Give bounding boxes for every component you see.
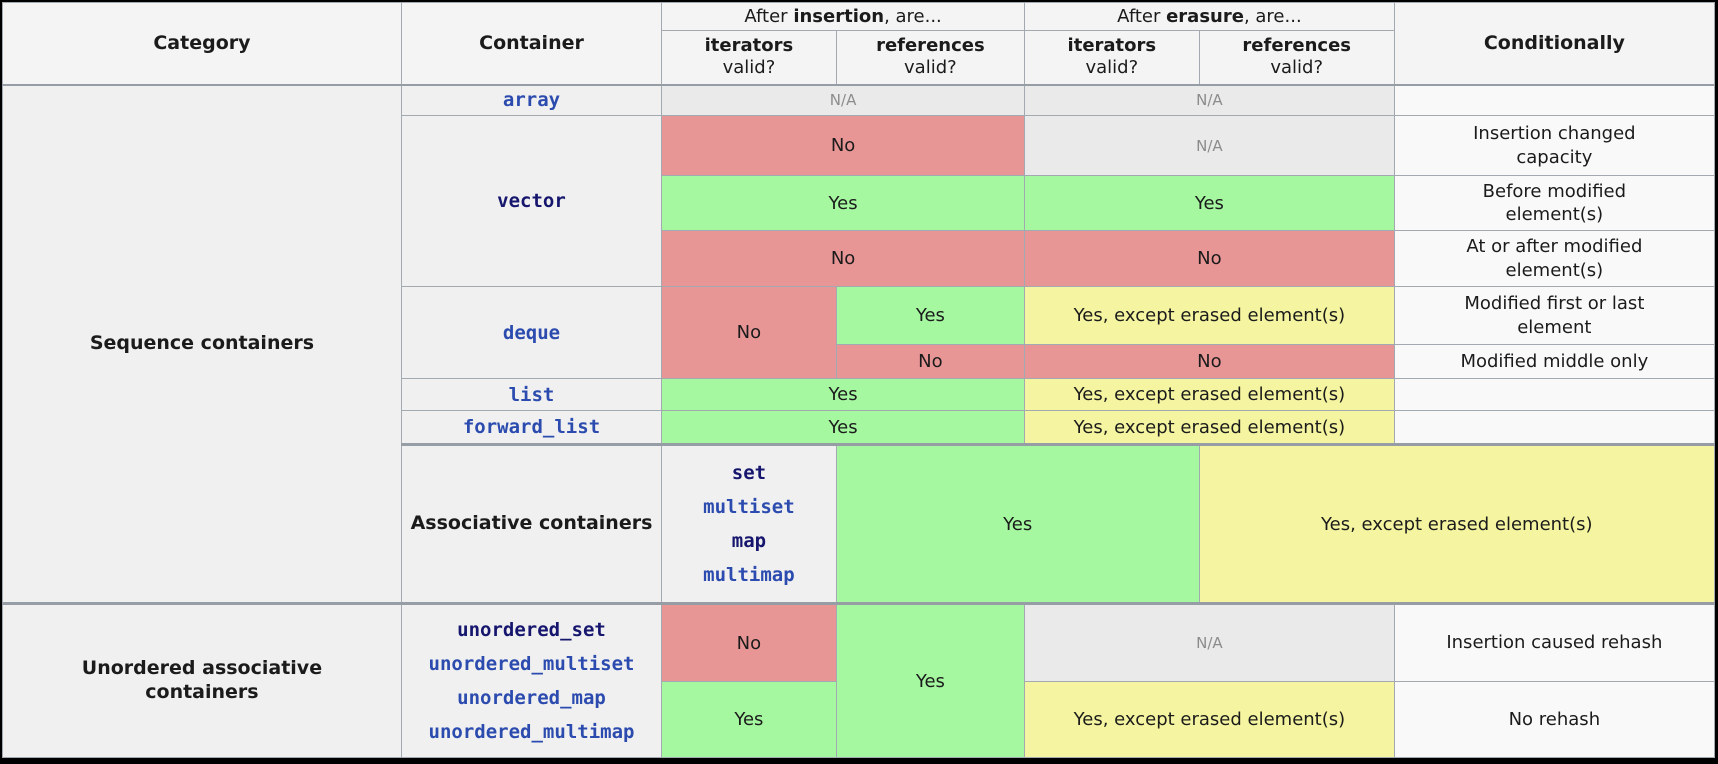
link-unordered-map[interactable]: unordered_map: [408, 681, 655, 715]
after-erasure-suffix: , are...: [1244, 6, 1302, 27]
deque-firstlast-insertion-references-status: Yes: [836, 287, 1024, 345]
vector-before-conditionally: Before modified element(s): [1394, 176, 1714, 231]
unordered-rehash-erasure-status: N/A: [1025, 604, 1395, 682]
unordered-rehash-insertion-iterators-status: No: [662, 604, 837, 682]
deque-firstlast-conditionally: Modified first or last element: [1394, 287, 1714, 345]
container-cell-unordered: unordered_set unordered_multiset unorder…: [401, 604, 661, 758]
category-label: Sequence containers: [37, 332, 367, 356]
link-set[interactable]: set: [668, 456, 830, 490]
category-cell-associative: Associative containers: [401, 445, 661, 604]
conditionally-text: Modified middle only: [1442, 350, 1667, 373]
deque-insertion-iterators-status: No: [662, 287, 837, 379]
array-erasure-status: N/A: [1025, 85, 1395, 116]
conditionally-text: No rehash: [1442, 708, 1667, 731]
container-cell-forward-list: forward_list: [401, 411, 661, 445]
deque-middle-erasure-status: No: [1025, 345, 1395, 379]
vector-capacity-erasure-status: N/A: [1025, 116, 1395, 176]
link-unordered-set[interactable]: unordered_set: [408, 613, 655, 647]
container-cell-list: list: [401, 379, 661, 411]
valid-label: valid?: [723, 57, 776, 78]
container-cell-deque: deque: [401, 287, 661, 379]
vector-capacity-insertion-status: No: [662, 116, 1025, 176]
forward-list-conditionally: [1394, 411, 1714, 445]
list-insertion-status: Yes: [662, 379, 1025, 411]
vector-before-insertion-status: Yes: [662, 176, 1025, 231]
header-category: Category: [3, 3, 402, 85]
list-conditionally: [1394, 379, 1714, 411]
header-after-insertion: After insertion, are...: [662, 3, 1025, 31]
forward-list-erasure-status: Yes, except erased element(s): [1025, 411, 1395, 445]
valid-label: valid?: [904, 57, 957, 78]
category-cell-unordered: Unordered associative containers: [3, 604, 402, 758]
link-array[interactable]: array: [503, 89, 560, 111]
link-multimap[interactable]: multimap: [668, 558, 830, 592]
after-insertion-prefix: After: [744, 6, 793, 27]
table-row: Unordered associative containers unorder…: [3, 604, 1715, 682]
link-map[interactable]: map: [668, 524, 830, 558]
deque-middle-insertion-references-status: No: [836, 345, 1024, 379]
vector-after-conditionally: At or after modified element(s): [1394, 231, 1714, 287]
conditionally-text: Insertion caused rehash: [1442, 631, 1667, 654]
array-insertion-status: N/A: [662, 85, 1025, 116]
conditionally-text: Before modified element(s): [1442, 180, 1667, 227]
container-cell-array: array: [401, 85, 661, 116]
link-multiset[interactable]: multiset: [668, 490, 830, 524]
references-label: references: [876, 35, 985, 56]
array-conditionally: [1394, 85, 1714, 116]
header-conditionally: Conditionally: [1394, 3, 1714, 85]
link-unordered-multiset[interactable]: unordered_multiset: [408, 647, 655, 681]
category-label: Associative containers: [408, 512, 655, 536]
deque-middle-conditionally: Modified middle only: [1394, 345, 1714, 379]
header-row-groups: Category Container After insertion, are.…: [3, 3, 1715, 31]
unordered-rehash-conditionally: Insertion caused rehash: [1394, 604, 1714, 682]
conditionally-text: Insertion changed capacity: [1442, 122, 1667, 169]
after-erasure-prefix: After: [1117, 6, 1166, 27]
vector-before-erasure-status: Yes: [1025, 176, 1395, 231]
after-insertion-suffix: , are...: [884, 6, 942, 27]
link-deque[interactable]: deque: [503, 322, 560, 344]
associative-erasure-status: Yes, except erased element(s): [1199, 445, 1714, 604]
header-after-erasure: After erasure, are...: [1025, 3, 1395, 31]
references-label: references: [1242, 35, 1351, 56]
unordered-norehash-erasure-status: Yes, except erased element(s): [1025, 682, 1395, 758]
vector-after-erasure-status: No: [1025, 231, 1395, 287]
category-cell-sequence: Sequence containers: [3, 85, 402, 604]
valid-label: valid?: [1086, 57, 1139, 78]
header-container: Container: [401, 3, 661, 85]
container-cell-vector: vector: [401, 116, 661, 287]
associative-insertion-status: Yes: [836, 445, 1199, 604]
conditionally-text: At or after modified element(s): [1442, 235, 1667, 282]
vector-after-insertion-status: No: [662, 231, 1025, 287]
unordered-norehash-conditionally: No rehash: [1394, 682, 1714, 758]
link-list[interactable]: list: [509, 384, 555, 406]
iterators-label: iterators: [705, 35, 794, 56]
link-vector[interactable]: vector: [497, 190, 566, 212]
after-insertion-bold: insertion: [793, 6, 884, 27]
iterators-label: iterators: [1068, 35, 1157, 56]
vector-capacity-conditionally: Insertion changed capacity: [1394, 116, 1714, 176]
conditionally-text: Modified first or last element: [1442, 292, 1667, 339]
valid-label: valid?: [1270, 57, 1323, 78]
unordered-insertion-references-status: Yes: [836, 604, 1024, 758]
link-unordered-multimap[interactable]: unordered_multimap: [408, 715, 655, 749]
list-erasure-status: Yes, except erased element(s): [1025, 379, 1395, 411]
deque-firstlast-erasure-status: Yes, except erased element(s): [1025, 287, 1395, 345]
forward-list-insertion-status: Yes: [662, 411, 1025, 445]
unordered-norehash-insertion-iterators-status: Yes: [662, 682, 837, 758]
link-forward-list[interactable]: forward_list: [463, 416, 600, 438]
category-label: Unordered associative containers: [37, 657, 367, 705]
table-row: Sequence containers array N/A N/A: [3, 85, 1715, 116]
after-erasure-bold: erasure: [1166, 6, 1244, 27]
container-cell-associative: set multiset map multimap: [662, 445, 837, 604]
